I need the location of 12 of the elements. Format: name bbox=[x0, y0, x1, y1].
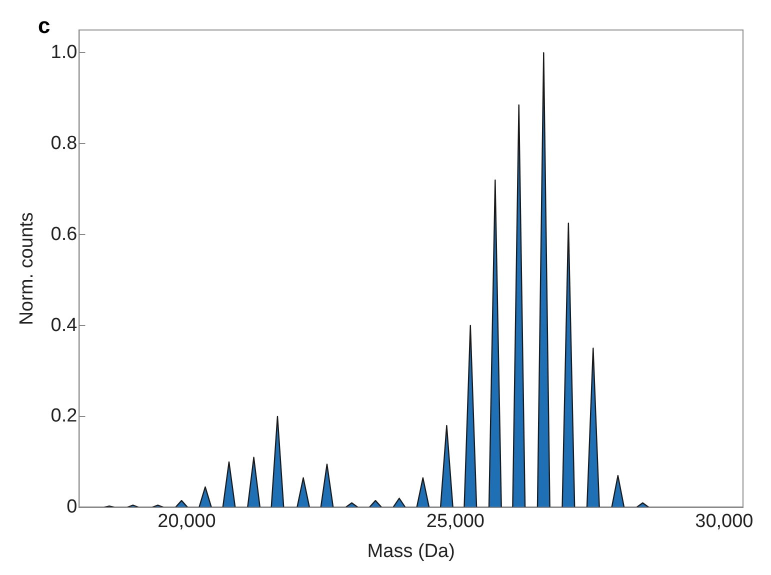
y-axis-title: Norm. counts bbox=[16, 212, 38, 326]
x-tick-label: 20,000 bbox=[158, 511, 216, 532]
y-tick-label: 0 bbox=[66, 496, 78, 518]
y-tick-label: 0.2 bbox=[50, 406, 78, 427]
y-tick-label: 0.4 bbox=[50, 314, 78, 336]
y-tick-label: 0.8 bbox=[50, 132, 78, 154]
x-tick-label: 30,000 bbox=[695, 511, 754, 532]
x-axis-title: Mass (Da) bbox=[367, 540, 455, 562]
y-tick-label: 1.0 bbox=[50, 42, 78, 63]
chart-title: c bbox=[38, 13, 50, 38]
y-tick-label: 0.6 bbox=[50, 224, 78, 245]
x-tick-label: 25,000 bbox=[426, 511, 485, 532]
